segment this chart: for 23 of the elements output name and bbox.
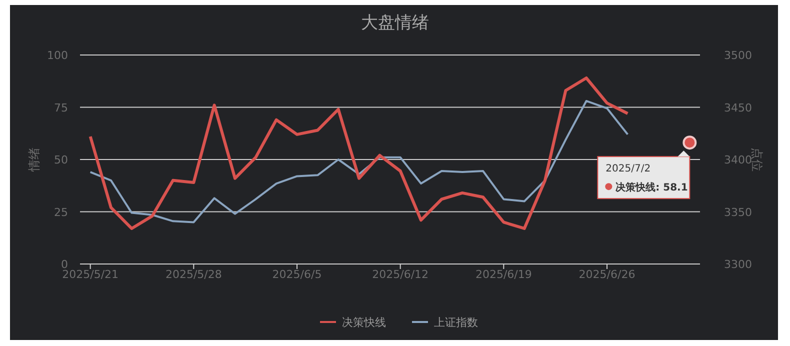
x-tick-label: 2025/6/26 — [578, 268, 636, 281]
legend-label: 决策快线 — [342, 316, 386, 329]
y2-tick-label: 3500 — [724, 49, 752, 62]
y-tick-label: 100 — [47, 49, 68, 62]
y-tick-label: 25 — [54, 206, 68, 219]
y2-axis-title: 点位 — [750, 148, 764, 172]
x-tick-label: 2025/5/28 — [165, 268, 222, 281]
chart-title: 大盘情绪 — [361, 13, 429, 33]
annotation: 2025/7/2 — [606, 164, 651, 175]
y2-tick-label: 3300 — [724, 258, 752, 271]
y-tick-label: 0 — [61, 258, 68, 271]
y2-tick-label: 3400 — [724, 154, 752, 166]
y-tick-label: 75 — [54, 101, 68, 114]
x-tick-label: 2025/6/5 — [272, 268, 322, 281]
x-tick-label: 2025/6/12 — [372, 268, 429, 281]
y-tick-label: 50 — [54, 154, 68, 166]
x-tick-label: 2025/6/19 — [475, 268, 532, 281]
y2-tick-label: 3450 — [724, 101, 752, 114]
x-tick-label: 2025/5/21 — [62, 268, 119, 281]
y2-tick-label: 3350 — [724, 206, 752, 219]
legend-label: 上证指数 — [434, 316, 478, 329]
y-axis-title: 情绪 — [27, 148, 41, 172]
annotation: 决策快线: 58.1 — [616, 182, 688, 194]
